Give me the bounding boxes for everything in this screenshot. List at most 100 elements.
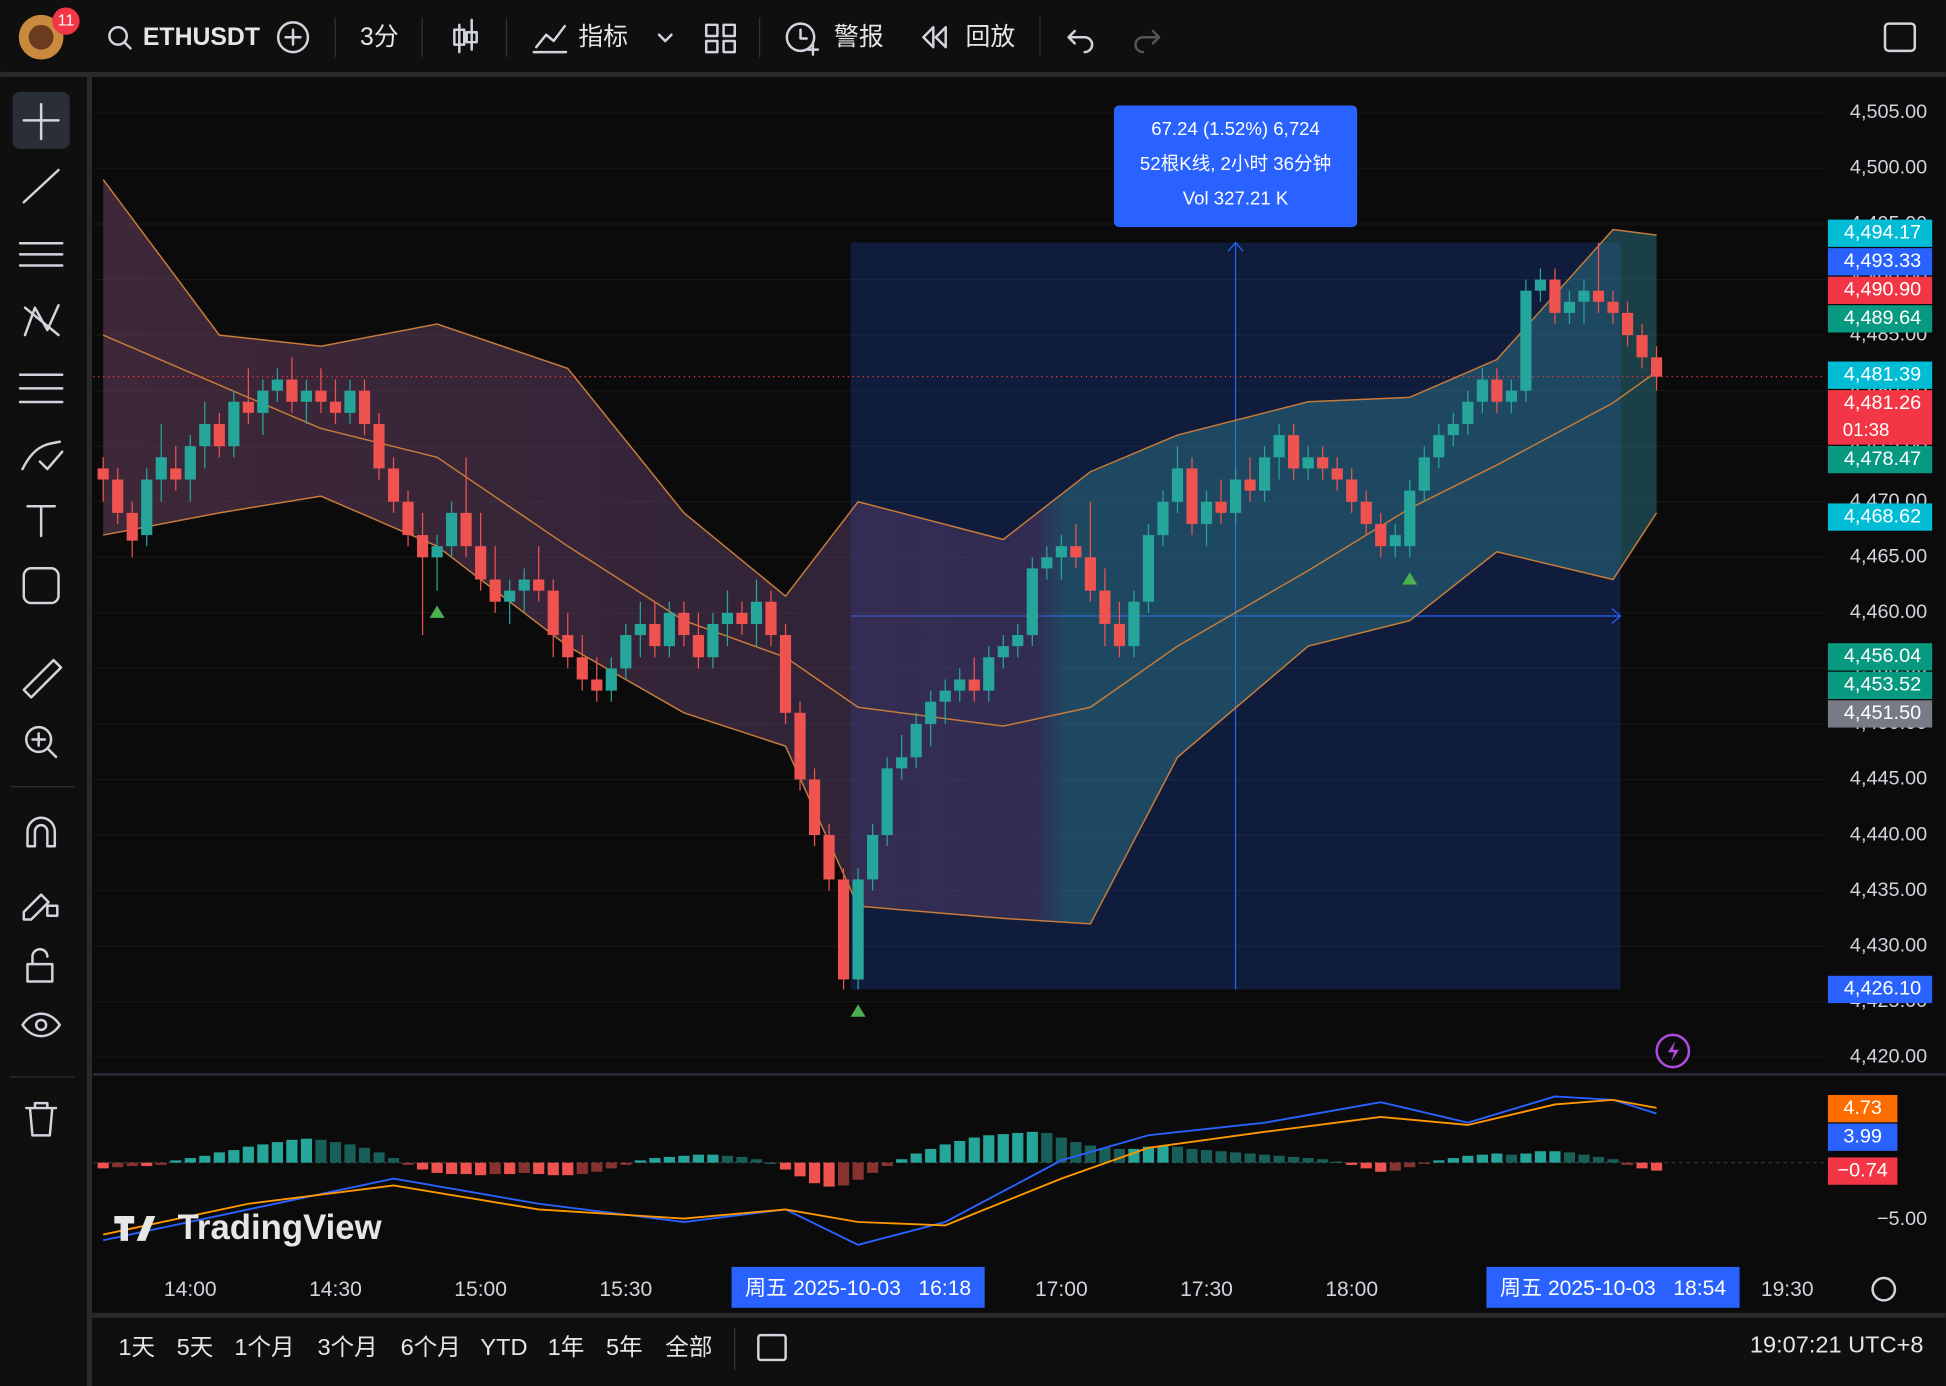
emoji-tool[interactable] [22, 567, 60, 605]
macd-tag-label: 3.99 [1843, 1125, 1882, 1147]
search-icon[interactable] [108, 26, 128, 46]
bollinger-lower [103, 495, 1658, 925]
x-tick-label: 17:00 [1035, 1278, 1088, 1301]
macd-histogram-bar [823, 1162, 835, 1187]
lightning-button[interactable] [1655, 1033, 1691, 1069]
range-button[interactable]: 全部 [665, 1334, 712, 1360]
macd-histogram-bar [1026, 1131, 1038, 1163]
crosshair-tool[interactable] [22, 102, 60, 141]
candle-body [823, 835, 835, 880]
alert[interactable]: 警报 [834, 23, 884, 51]
text-tool[interactable] [26, 505, 57, 538]
candle-body [1520, 290, 1532, 391]
candle-body [228, 401, 240, 447]
macd-histogram-bar [1084, 1145, 1096, 1163]
interval[interactable]: 3分 [360, 23, 399, 51]
buy-signal [850, 1004, 866, 1017]
top-toolbar [0, 0, 1946, 72]
x-tick-label: 14:30 [309, 1278, 362, 1301]
macd-histogram-bar [1534, 1151, 1547, 1163]
add-symbol[interactable] [276, 21, 310, 54]
zoom-tool[interactable] [25, 725, 53, 754]
y-tick-label: 4,500.00 [1850, 157, 1927, 179]
candle-body [1099, 590, 1111, 624]
brush-tool[interactable] [21, 440, 64, 471]
range-button[interactable]: 1年 [548, 1334, 585, 1360]
macd-histogram-bar [562, 1162, 574, 1176]
macd-histogram-bar [954, 1140, 966, 1163]
projection-tool[interactable] [18, 373, 64, 404]
replay[interactable]: 回放 [966, 23, 1016, 51]
lock-drawing[interactable] [22, 893, 59, 921]
range-button[interactable]: 1天 [118, 1334, 155, 1360]
goto-date[interactable] [757, 1333, 787, 1362]
left-toolbar [0, 76, 88, 1386]
macd-histogram-bar [1041, 1132, 1053, 1163]
symbol[interactable]: ETHUSDT [143, 24, 260, 51]
macd-histogram-bar [1433, 1160, 1445, 1163]
macd-histogram-bar [1055, 1137, 1067, 1163]
range-button[interactable]: 5天 [177, 1334, 214, 1360]
candle-body [562, 635, 574, 658]
macd-histogram-bar [576, 1162, 588, 1175]
indicators-icon[interactable] [532, 24, 568, 54]
dropdown-icon[interactable] [657, 33, 673, 43]
undo[interactable] [1067, 29, 1094, 54]
macd-pane [93, 1095, 1826, 1246]
macd-histogram-bar [1171, 1146, 1184, 1163]
macd-line [102, 1095, 1657, 1246]
candle-body [1491, 379, 1503, 402]
chart-type-icon[interactable] [453, 18, 478, 54]
candle-body [199, 423, 211, 447]
macd-histogram-bar [896, 1159, 908, 1163]
replay-icon[interactable] [922, 26, 947, 49]
trend-line-tool[interactable] [22, 168, 60, 204]
macd-histogram-bar [533, 1162, 545, 1175]
pattern-tool[interactable] [23, 304, 60, 337]
macd-histogram-bar [968, 1137, 980, 1163]
visibility-tool[interactable] [21, 1012, 61, 1038]
macd-histogram-bar [257, 1144, 269, 1163]
candle-body [692, 635, 704, 658]
candle-body [620, 635, 632, 669]
range-button[interactable]: 5年 [606, 1334, 643, 1360]
candle-body [591, 679, 603, 691]
range-button[interactable]: YTD [480, 1334, 527, 1360]
range-button[interactable]: 3个月 [318, 1334, 378, 1360]
macd-histogram-bar [1317, 1159, 1329, 1163]
price-tag-label: 4,426.10 [1844, 978, 1921, 1000]
candle-body [1244, 479, 1256, 491]
settings-button[interactable] [1871, 1276, 1897, 1302]
y-tick-label: 4,460.00 [1850, 601, 1927, 623]
candle-body [1070, 546, 1082, 558]
candle-body [504, 590, 516, 602]
delete-tool[interactable] [25, 1101, 58, 1137]
range-button[interactable]: 1个月 [234, 1334, 294, 1360]
macd-histogram-bar [112, 1162, 124, 1168]
range-button[interactable]: 6个月 [401, 1334, 461, 1360]
unlock-tool[interactable] [26, 948, 54, 983]
price-tag-label: 4,490.90 [1844, 279, 1921, 301]
macd-histogram-bar [373, 1152, 385, 1163]
ruler-tool[interactable] [22, 658, 63, 699]
macd-histogram-bar [126, 1162, 138, 1167]
macd-histogram-bar [808, 1162, 821, 1184]
redo[interactable] [1134, 29, 1161, 54]
price-tag-label: 4,453.52 [1844, 674, 1921, 696]
price-tag [1827, 361, 1933, 389]
magnet-tool[interactable] [26, 816, 57, 848]
alert-icon[interactable] [785, 22, 816, 53]
layout-icon[interactable] [704, 23, 737, 54]
macd-histogram-bar [910, 1153, 922, 1163]
price-tag [1827, 503, 1933, 531]
macd-histogram-bar [1578, 1154, 1590, 1163]
fullscreen[interactable] [1883, 22, 1917, 53]
candle-body [329, 401, 342, 413]
candle-body [1636, 335, 1648, 358]
macd-histogram-bar [1462, 1155, 1474, 1163]
macd-histogram-bar [141, 1162, 153, 1167]
candle-body [1012, 635, 1024, 647]
fib-tool[interactable] [18, 241, 64, 267]
indicators[interactable]: 指标 [578, 23, 628, 51]
y-tick-label: 4,445.00 [1850, 768, 1927, 790]
